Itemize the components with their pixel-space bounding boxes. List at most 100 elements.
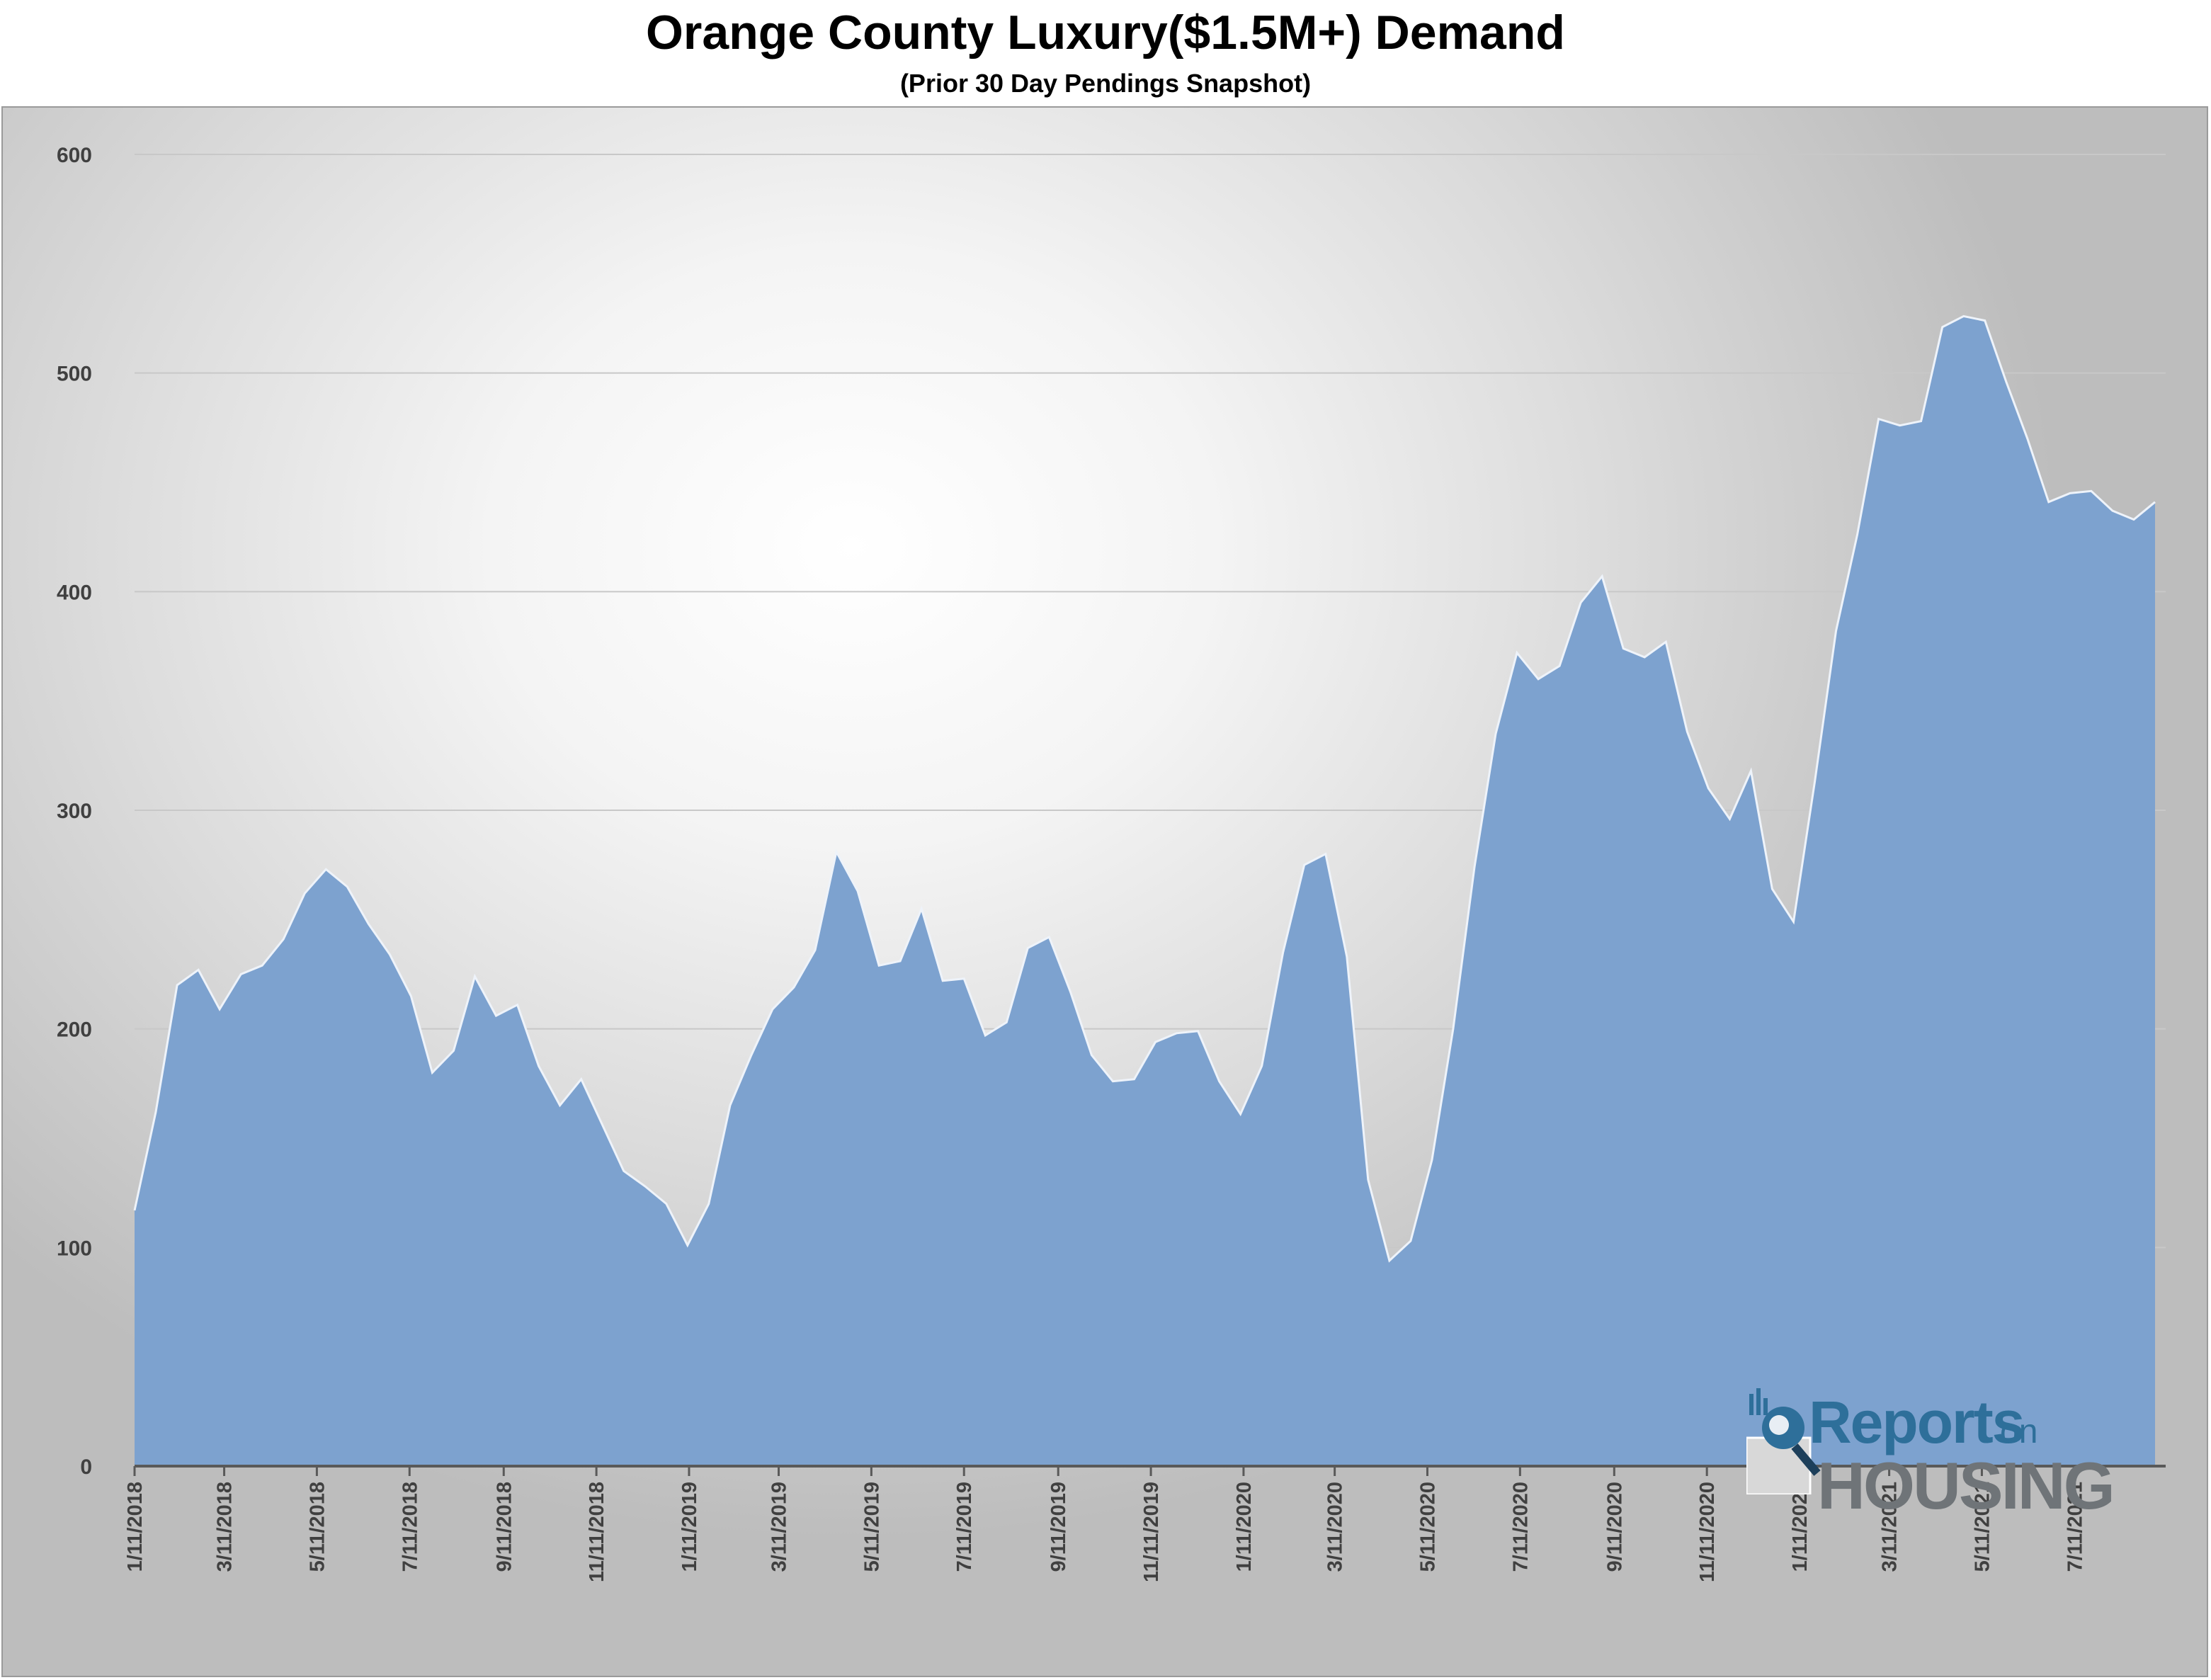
data-point (1941, 326, 1943, 328)
data-point (1324, 853, 1326, 855)
data-point (836, 851, 838, 853)
data-point (1516, 652, 1518, 654)
data-point (176, 984, 178, 986)
data-point (1367, 1179, 1369, 1181)
data-point (1601, 575, 1603, 577)
data-point (1409, 1240, 1411, 1242)
data-point (1814, 781, 1816, 783)
data-point (1750, 770, 1752, 772)
data-point (1303, 864, 1305, 866)
logo-text-reports: Reports (1809, 1389, 2025, 1455)
data-point (431, 1072, 433, 1074)
data-point (495, 1015, 497, 1017)
x-tick-label: 9/11/2018 (493, 1482, 516, 1572)
x-tick-label: 5/11/2021 (1971, 1482, 1994, 1572)
data-point (304, 892, 306, 895)
data-point (857, 890, 859, 892)
x-tick-label: 7/11/2020 (1509, 1482, 1532, 1572)
data-point (261, 965, 263, 967)
y-tick-label: 300 (57, 800, 92, 823)
y-tick-label: 200 (57, 1018, 92, 1042)
data-point (1154, 1041, 1156, 1043)
data-point (283, 938, 285, 941)
data-point (878, 965, 880, 967)
data-point (1388, 1259, 1390, 1261)
chart-subtitle: (Prior 30 Day Pendings Snapshot) (899, 69, 1312, 98)
data-point (1792, 921, 1795, 923)
data-point (1580, 601, 1582, 603)
data-point (1112, 1080, 1114, 1082)
data-point (538, 1065, 540, 1067)
data-point (1091, 1054, 1093, 1056)
data-point (1133, 1078, 1135, 1080)
x-tick-label: 7/11/2019 (953, 1482, 976, 1572)
x-tick-label: 9/11/2019 (1047, 1482, 1070, 1572)
data-point (2090, 490, 2092, 492)
x-tick-label: 1/11/2021 (1789, 1482, 1812, 1572)
area-fill (135, 316, 2155, 1466)
axes (133, 1465, 2166, 1476)
x-tick-label: 11/11/2019 (1140, 1482, 1163, 1582)
data-point (453, 1050, 455, 1052)
x-tick-label: 11/11/2020 (1696, 1482, 1719, 1582)
data-point (1261, 1065, 1263, 1067)
area-chart: 0 100 200 300 400 500 600 1/11/2018 3/11/2018 5/… (57, 144, 2166, 1582)
data-point (793, 987, 795, 989)
data-point (1622, 647, 1625, 649)
data-point (1495, 733, 1497, 735)
data-point (601, 1124, 603, 1126)
data-point (1644, 656, 1646, 658)
chart-title: Orange County Luxury($1.5M+) Demand (646, 6, 1565, 59)
data-point (580, 1078, 582, 1080)
y-tick-label: 600 (57, 144, 92, 167)
x-tick-label: 7/11/2021 (2064, 1482, 2086, 1572)
data-point (410, 995, 412, 997)
data-point (1006, 1021, 1008, 1023)
data-point (1686, 730, 1688, 732)
data-point (771, 1008, 773, 1010)
data-point (1474, 866, 1476, 868)
data-point (2154, 501, 2156, 503)
data-point (1877, 418, 1880, 420)
data-point (1218, 1080, 1220, 1082)
data-point (2069, 492, 2071, 494)
data-point (1835, 630, 1837, 632)
data-point (2026, 438, 2028, 440)
data-point (1239, 1113, 1241, 1116)
data-point (1431, 1159, 1433, 1161)
x-tick-label: 3/11/2020 (1324, 1482, 1347, 1572)
data-point (1282, 951, 1284, 953)
x-tick-label: 3/11/2021 (1879, 1482, 1902, 1572)
y-tick-label: 100 (57, 1237, 92, 1260)
data-point (1707, 788, 1710, 790)
data-point (516, 1004, 518, 1006)
data-point (814, 949, 817, 951)
x-tick-label: 5/11/2020 (1417, 1482, 1440, 1572)
data-point (1665, 641, 1667, 643)
data-point (942, 980, 944, 982)
data-point (1899, 424, 1901, 426)
data-point (644, 1185, 646, 1187)
x-tick-label: 3/11/2018 (214, 1482, 237, 1572)
x-tick-label: 7/11/2018 (399, 1482, 421, 1572)
data-point (368, 923, 370, 925)
x-axis-ticks: 1/11/2018 3/11/2018 5/11/2018 7/11/2018 9/11… (124, 1482, 2086, 1582)
data-point (240, 973, 242, 975)
x-tick-label: 5/11/2019 (860, 1482, 883, 1572)
data-point (1027, 947, 1029, 949)
y-tick-label: 500 (57, 363, 92, 386)
data-point (346, 886, 348, 888)
x-tick-label: 5/11/2018 (306, 1482, 329, 1572)
data-point (750, 1054, 752, 1056)
data-point (198, 969, 200, 971)
logo-text-housing: HOUSING (1817, 1448, 2115, 1523)
data-point (1452, 1028, 1454, 1030)
data-point (623, 1170, 625, 1172)
data-point (219, 1008, 221, 1010)
data-point (389, 953, 391, 955)
data-point (474, 975, 476, 977)
area-series (133, 314, 2156, 1466)
x-tick-label: 11/11/2018 (586, 1482, 608, 1582)
y-axis-ticks: 0 100 200 300 400 500 600 (57, 144, 92, 1479)
data-point (707, 1203, 710, 1205)
